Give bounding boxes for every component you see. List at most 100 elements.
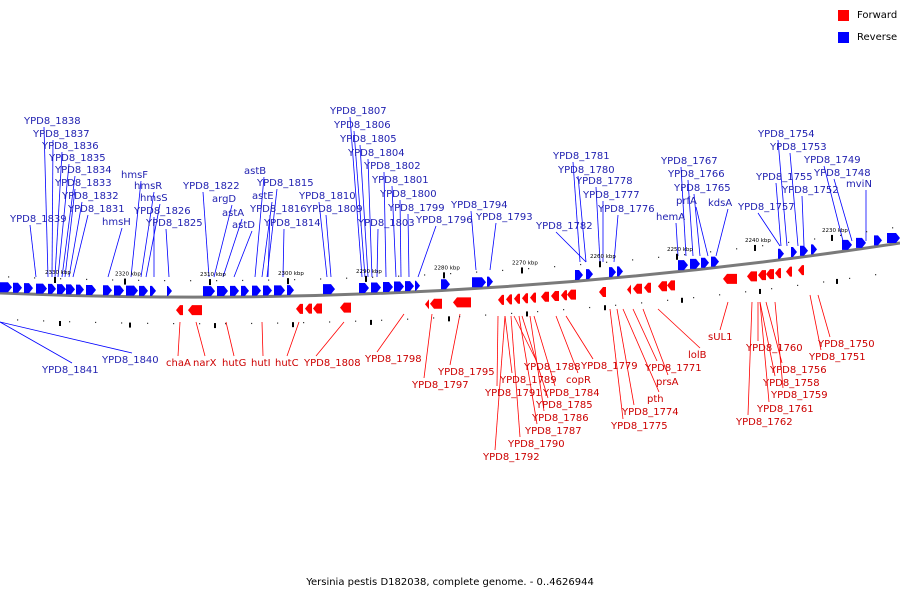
reverse-gene-arrow (66, 284, 75, 295)
reverse-gene-label: YPD8_1832 (61, 191, 119, 202)
reverse-gene-arrow (415, 280, 420, 291)
reverse-gene-arrow (887, 232, 900, 243)
forward-gene-label: YPD8_1797 (411, 380, 469, 391)
reverse-gene-label: YPD8_1757 (737, 202, 795, 213)
reverse-gene-label: YPD8_1778 (575, 176, 633, 187)
minor-tick (216, 280, 218, 282)
reverse-gene-label: YPD8_1796 (415, 215, 473, 226)
reverse-label-leader (57, 163, 70, 278)
forward-gene-arrow (658, 281, 667, 292)
minor-tick (892, 227, 894, 229)
reverse-gene-label: hmsR (134, 181, 162, 192)
reverse-label-leader (61, 175, 76, 278)
major-tick (365, 275, 367, 282)
reverse-gene-label: YPD8_1837 (32, 129, 90, 140)
reverse-gene-label: YPD8_1806 (333, 120, 391, 131)
reverse-label-leader (43, 126, 49, 278)
forward-label-leader (817, 294, 831, 338)
reverse-gene-label: YPD8_1800 (379, 189, 437, 200)
minor-tick (511, 312, 513, 315)
minor-tick (69, 321, 71, 323)
reverse-gene-label: YPD8_1753 (769, 142, 827, 153)
reverse-gene-label: YPD8_1777 (582, 190, 640, 201)
minor-tick (372, 276, 374, 278)
minor-tick (86, 278, 88, 281)
reverse-label-leader (353, 130, 366, 278)
forward-gene-label: YPD8_1759 (770, 390, 828, 401)
reverse-gene-label: YPD8_1841 (41, 365, 99, 376)
reverse-gene-label: YPD8_1748 (813, 168, 871, 179)
reverse-label-leader (577, 175, 587, 263)
reverse-gene-arrow (48, 283, 56, 294)
reverse-label-leader (613, 214, 619, 263)
reverse-gene-label: YPD8_1839 (9, 214, 67, 225)
reverse-gene-arrow (241, 285, 249, 296)
forward-label-leader (449, 313, 461, 366)
scale-label: 2250 kbp (667, 247, 693, 253)
reverse-gene-arrow (609, 267, 616, 278)
forward-gene-arrow (514, 293, 520, 304)
forward-gene-arrow (522, 293, 528, 304)
forward-gene-arrow (644, 282, 651, 293)
reverse-gene-arrow (856, 237, 866, 248)
minor-tick (164, 280, 166, 282)
reverse-gene-arrow (800, 245, 808, 256)
forward-gene-arrow (430, 298, 442, 309)
reverse-label-leader (267, 214, 271, 278)
major-tick (599, 261, 601, 268)
reverse-label-leader (823, 165, 844, 242)
reverse-gene-label: YPD8_1809 (305, 204, 363, 215)
reverse-gene-label: YPD8_1840 (101, 355, 159, 366)
minor-tick (112, 279, 114, 281)
minor-tick (667, 299, 669, 301)
forward-label-leader (286, 321, 300, 357)
reverse-label-leader (254, 176, 265, 278)
scale-label: 2320 kbp (115, 272, 141, 278)
minor-tick (615, 304, 617, 306)
reverse-gene-label: YPD8_1754 (757, 129, 815, 140)
forward-gene-arrow (305, 303, 312, 314)
reverse-gene-label: YPD8_1836 (41, 141, 99, 152)
forward-label-leader (622, 308, 660, 393)
minor-tick (320, 278, 322, 280)
forward-label-leader (513, 315, 537, 361)
minor-tick (476, 271, 478, 273)
forward-label-leader (759, 301, 776, 377)
minor-tick (294, 279, 296, 281)
reverse-gene-arrow (150, 285, 156, 296)
scale-label: 2310 kbp (200, 272, 226, 278)
forward-gene-arrow (425, 299, 429, 310)
legend: Forward Reverse (838, 8, 897, 52)
minor-tick (199, 323, 201, 325)
reverse-gene-arrow (263, 285, 272, 296)
minor-tick (173, 323, 175, 325)
reverse-gene-label: YPD8_1810 (298, 191, 356, 202)
reverse-gene-label: hemA (656, 212, 685, 223)
reverse-label-leader (376, 228, 379, 278)
forward-gene-arrow (747, 271, 757, 282)
reverse-label-leader (417, 225, 437, 278)
minor-tick (589, 306, 591, 309)
reverse-gene-arrow (383, 282, 393, 293)
major-tick (370, 319, 372, 325)
minor-tick (485, 314, 487, 316)
reverse-gene-label: astD (232, 220, 255, 231)
reverse-gene-label: YPD8_1802 (363, 161, 421, 172)
scale-label: 2290 kbp (356, 269, 382, 275)
reverse-gene-label: YPD8_1835 (48, 153, 106, 164)
reverse-label-leader (687, 179, 694, 257)
reverse-label-leader (202, 191, 210, 278)
minor-tick (17, 319, 19, 321)
reverse-gene-label: YPD8_1838 (23, 116, 81, 127)
scale-ticks: 2330 kbp 2320 kbp 2310 kbp 2300 kbp 2290 kbp… (8, 227, 894, 329)
minor-tick (277, 322, 279, 324)
minor-tick (823, 281, 825, 283)
minor-tick (355, 320, 357, 322)
forward-label-leader (423, 313, 433, 379)
reverse-label-leader (470, 210, 477, 271)
reverse-label-leader (54, 151, 63, 278)
minor-tick (242, 279, 244, 282)
minor-tick (814, 238, 816, 240)
reverse-label-leader (777, 139, 788, 247)
